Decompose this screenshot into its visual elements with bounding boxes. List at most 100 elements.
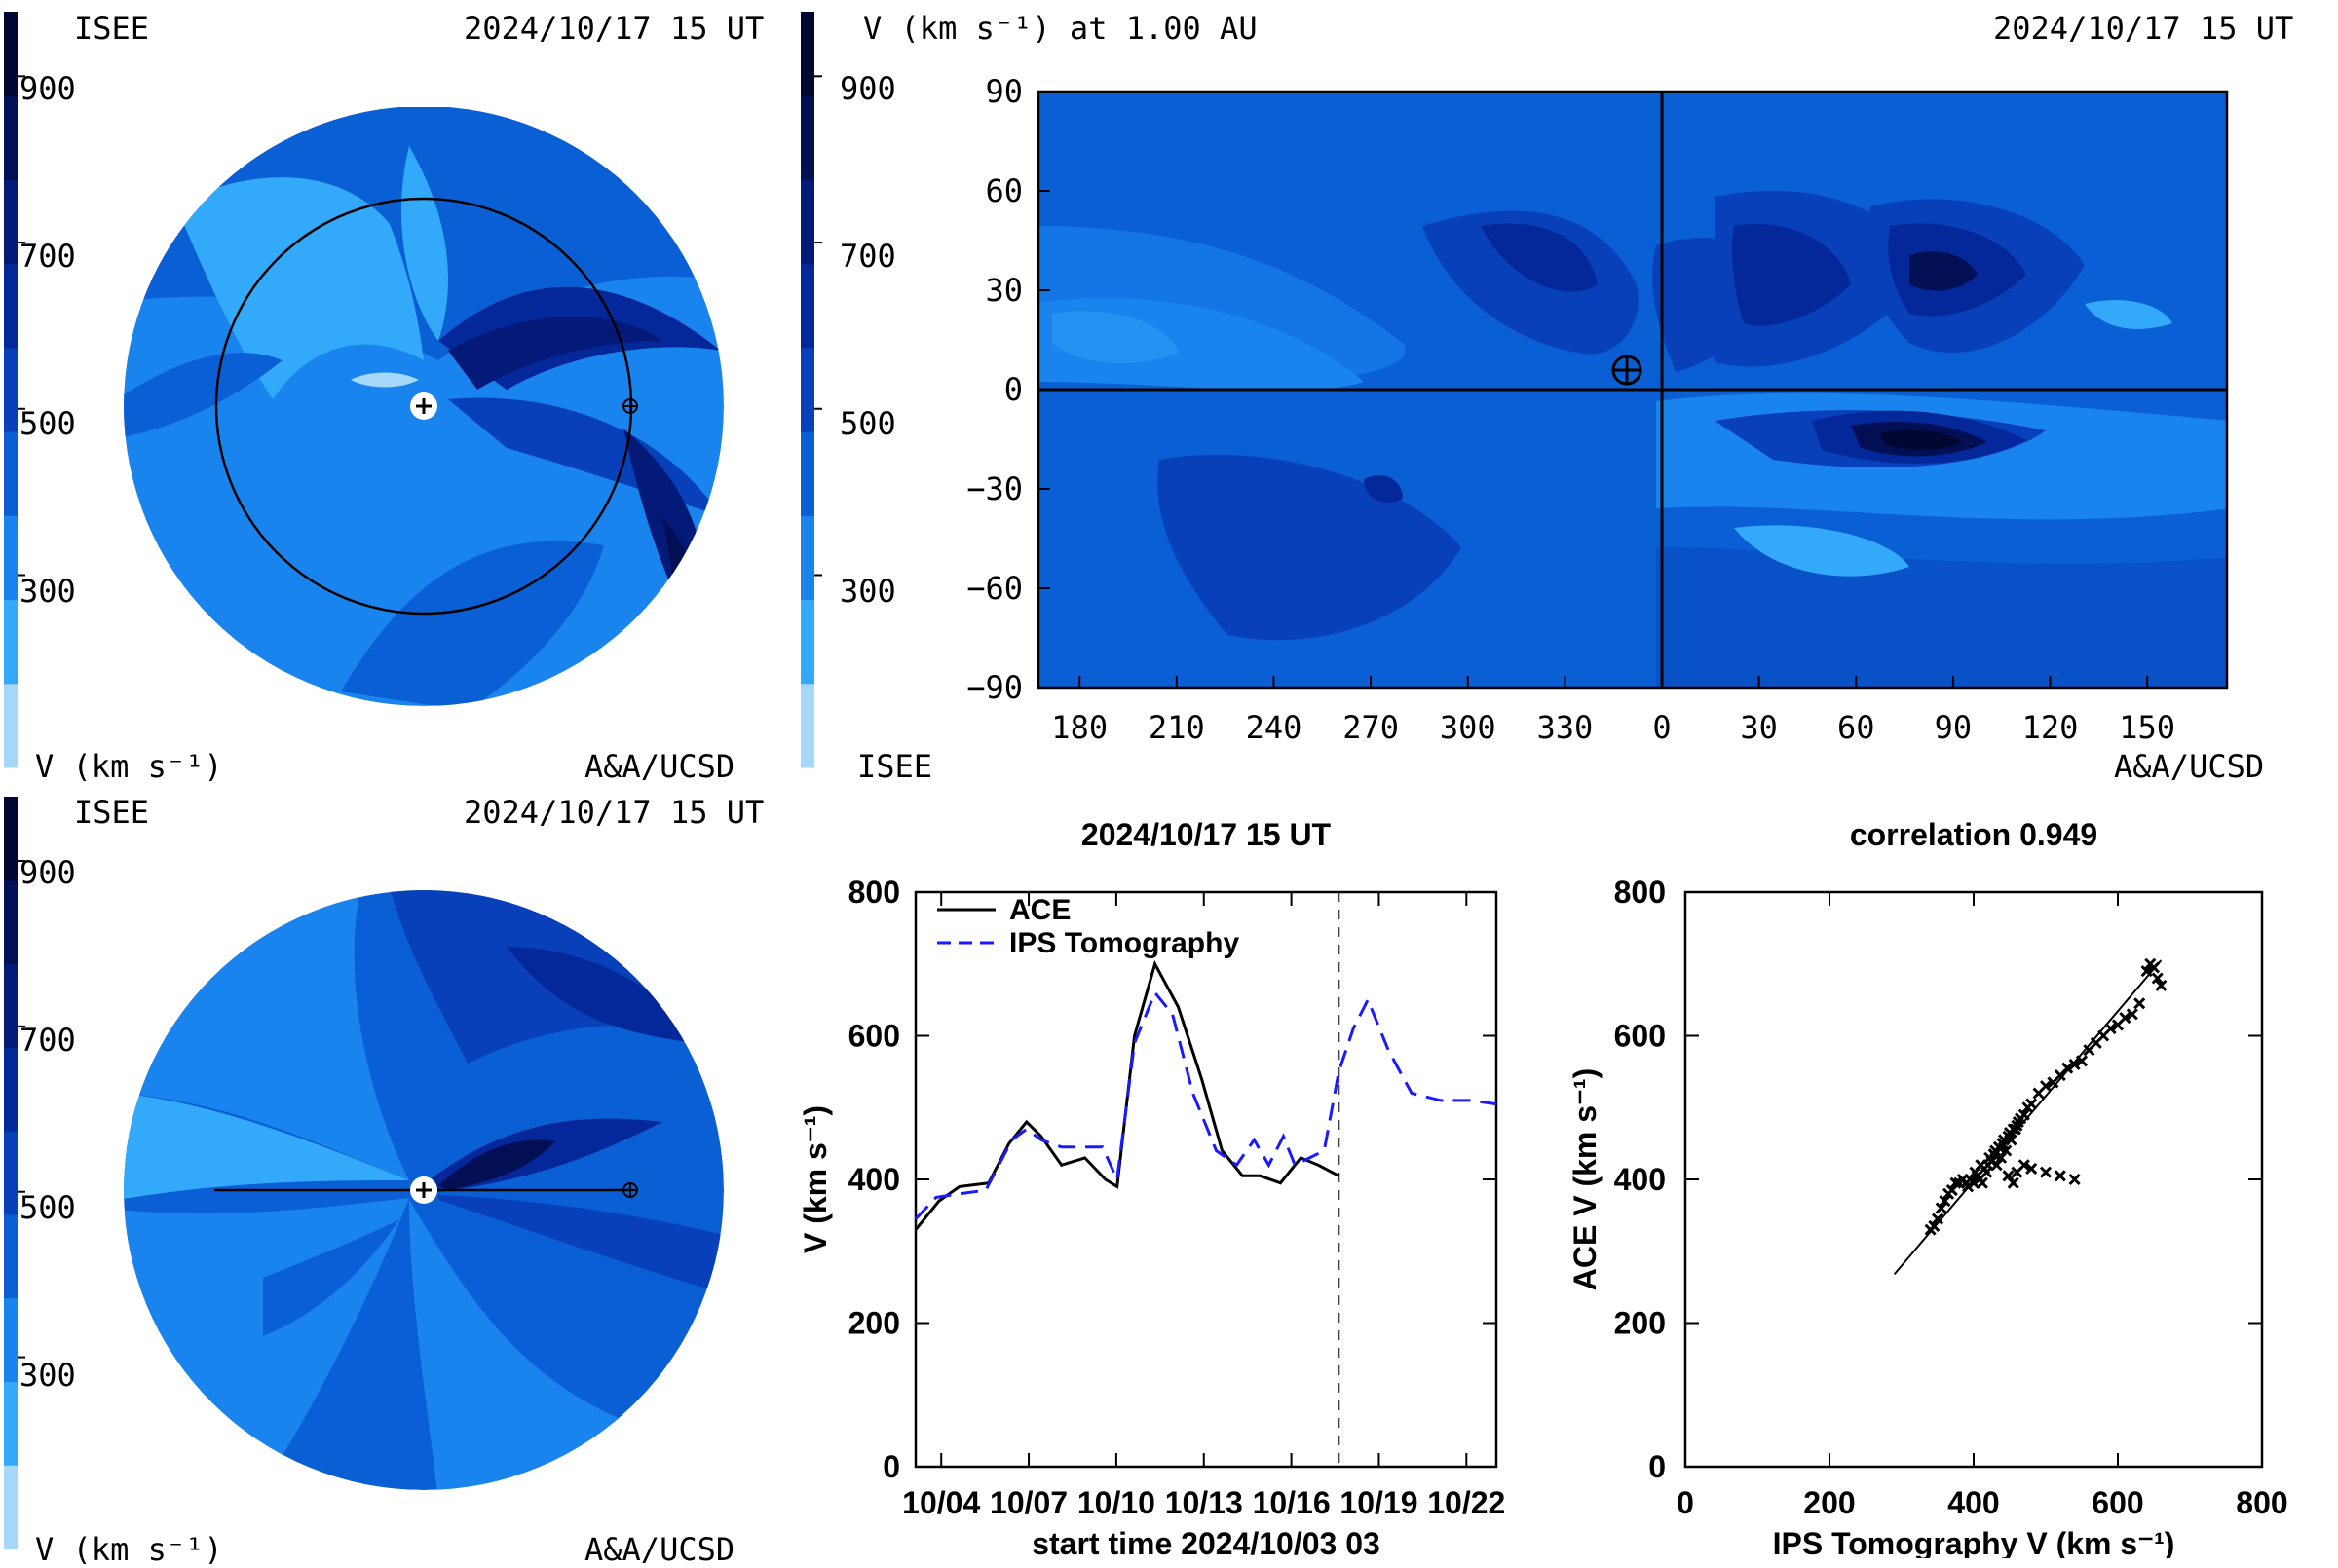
scatter-point bbox=[1990, 1159, 2003, 1172]
timeseries-x-tick-label: 10/16 bbox=[1253, 1485, 1331, 1520]
map-y-tick-label: 0 bbox=[1004, 371, 1023, 408]
scatter-x-tick-label: 400 bbox=[1947, 1485, 1999, 1520]
timeseries-x-tick-label: 10/04 bbox=[902, 1485, 980, 1520]
map-x-tick-label: 210 bbox=[1149, 709, 1205, 746]
map-x-tick-label: 0 bbox=[1652, 709, 1671, 746]
scatter-xlabel: IPS Tomography V (km s⁻¹) bbox=[1773, 1526, 2175, 1558]
timeseries-x-tick-label: 10/19 bbox=[1339, 1485, 1417, 1520]
scatter-y-tick-label: 200 bbox=[1614, 1306, 1666, 1341]
ace-series-line bbox=[914, 959, 1339, 1231]
map-y-tick-label: 90 bbox=[985, 73, 1023, 110]
scatter-chart: correlation 0.949 0 200 400 600 800 0 200 400 600… bbox=[1567, 817, 2288, 1558]
panel-bottom-left-isee-label: ISEE bbox=[74, 794, 150, 831]
scatter-point bbox=[2005, 1134, 2017, 1146]
panel-top-left-isee-label: ISEE bbox=[74, 10, 150, 47]
colorbar-tick-900: 900 bbox=[19, 70, 76, 107]
scatter-y-tick-label: 800 bbox=[1614, 875, 1666, 910]
scatter-point bbox=[2017, 1159, 2030, 1172]
colorbar-tick-700: 700 bbox=[19, 1022, 76, 1059]
colorbar-tick-300: 300 bbox=[19, 1357, 76, 1394]
scatter-point bbox=[2061, 1062, 2074, 1074]
colorbar-tick-700: 700 bbox=[19, 238, 76, 275]
colorbar-tick-700: 700 bbox=[840, 238, 896, 275]
colorbar-tick-300: 300 bbox=[19, 573, 76, 610]
colorbar-tick-500: 500 bbox=[19, 1189, 76, 1226]
timeseries-y-tick-label: 0 bbox=[883, 1449, 900, 1484]
scatter-point bbox=[2151, 972, 2164, 985]
scatter-title: correlation 0.949 bbox=[1850, 817, 2097, 852]
scatter-point bbox=[1995, 1151, 2008, 1164]
colorbar-segment bbox=[801, 683, 814, 768]
scatter-point bbox=[2007, 1176, 2019, 1189]
map-x-tick-label: 120 bbox=[2022, 709, 2079, 746]
map-y-tick-label: −60 bbox=[966, 570, 1023, 607]
scatter-ylabel: ACE V (km s⁻¹) bbox=[1567, 1068, 1603, 1290]
colorbar-segment bbox=[4, 1213, 18, 1299]
scatter-point bbox=[1967, 1176, 1980, 1189]
map-credit: A&A/UCSD bbox=[2114, 748, 2265, 785]
colorbar-segment bbox=[4, 1131, 18, 1215]
timeseries-y-tick-label: 600 bbox=[848, 1019, 900, 1054]
map-x-tick-label: 330 bbox=[1536, 709, 1593, 746]
panel-bottom-left-credit: A&A/UCSD bbox=[584, 1531, 735, 1568]
colorbar-segment bbox=[4, 879, 18, 965]
colorbar-tick-500: 500 bbox=[19, 405, 76, 442]
colorbar-segment bbox=[801, 95, 814, 180]
timeseries-xlabel: start time 2024/10/03 03 bbox=[1032, 1526, 1380, 1558]
timeseries-x-tick-label: 10/13 bbox=[1165, 1485, 1243, 1520]
colorbar-segment bbox=[4, 797, 18, 881]
map-x-tick-label: 30 bbox=[1740, 709, 1778, 746]
map-x-tick-label: 300 bbox=[1440, 709, 1496, 746]
panel-top-left-timestamp: 2024/10/17 15 UT bbox=[464, 10, 765, 47]
polar-view-bottom bbox=[124, 890, 724, 1490]
colorbar-tick-900: 900 bbox=[19, 854, 76, 891]
scatter-point bbox=[2155, 979, 2168, 991]
timeseries-y-tick-label: 200 bbox=[848, 1306, 900, 1341]
map-x-tick-label: 240 bbox=[1246, 709, 1302, 746]
scatter-y-tick-label: 400 bbox=[1614, 1162, 1666, 1197]
panel-bottom-left-timestamp: 2024/10/17 15 UT bbox=[464, 794, 765, 831]
map-y-tick-label: −30 bbox=[966, 470, 1023, 507]
colorbar-tick-900: 900 bbox=[840, 70, 896, 107]
scatter-point bbox=[1928, 1219, 1941, 1232]
timeseries-x-tick-label: 10/22 bbox=[1427, 1485, 1505, 1520]
scatter-y-tick-label: 600 bbox=[1614, 1019, 1666, 1054]
scatter-point bbox=[1931, 1213, 1944, 1225]
map-title: V (km s⁻¹) at 1.00 AU bbox=[863, 10, 1258, 47]
colorbar-tick-300: 300 bbox=[840, 573, 896, 610]
timeseries-chart: 2024/10/17 15 UT 0 200 400 600 800 10/04 10/07 1… bbox=[798, 817, 1505, 1558]
scatter-point bbox=[1949, 1176, 1962, 1189]
legend-label: IPS Tomography bbox=[1009, 927, 1239, 959]
scatter-point bbox=[2104, 1023, 2117, 1035]
colorbar-segment bbox=[801, 599, 814, 685]
map-x-tick-label: 90 bbox=[1935, 709, 1973, 746]
scatter-point bbox=[1976, 1176, 1988, 1189]
colorbar-segment bbox=[801, 347, 814, 432]
scatter-point bbox=[2075, 1055, 2089, 1067]
timeseries-frame bbox=[914, 890, 1498, 1469]
polar-view-top bbox=[124, 107, 724, 706]
timeseries-x-tick-label: 10/07 bbox=[990, 1485, 1068, 1520]
colorbar-segment bbox=[801, 431, 814, 516]
scatter-point bbox=[2025, 1098, 2038, 1110]
map-x-tick-label: 180 bbox=[1051, 709, 1108, 746]
map-y-tick-label: 30 bbox=[985, 272, 1023, 309]
scatter-point bbox=[2039, 1080, 2053, 1093]
colorbar-tick-500: 500 bbox=[840, 405, 896, 442]
scatter-point bbox=[2017, 1108, 2030, 1121]
scatter-x-tick-label: 200 bbox=[1803, 1485, 1855, 1520]
scatter-point bbox=[2119, 1012, 2131, 1025]
timeseries-title: 2024/10/17 15 UT bbox=[1081, 817, 1332, 852]
panel-top-left-unit-label: V (km s⁻¹) bbox=[35, 748, 223, 785]
map-y-tick-label: 60 bbox=[985, 172, 1023, 209]
scatter-x-tick-label: 0 bbox=[1677, 1485, 1694, 1520]
scatter-x-tick-label: 600 bbox=[2092, 1485, 2143, 1520]
panel-top-left-credit: A&A/UCSD bbox=[584, 748, 735, 785]
scatter-point bbox=[2068, 1173, 2081, 1186]
colorbar-segment bbox=[801, 12, 814, 96]
colorbar-segment bbox=[801, 179, 814, 265]
scatter-point bbox=[2140, 965, 2153, 978]
map-x-tick-label: 270 bbox=[1342, 709, 1399, 746]
map-x-tick-label: 150 bbox=[2119, 709, 2175, 746]
map-timestamp: 2024/10/17 15 UT bbox=[1993, 10, 2294, 47]
